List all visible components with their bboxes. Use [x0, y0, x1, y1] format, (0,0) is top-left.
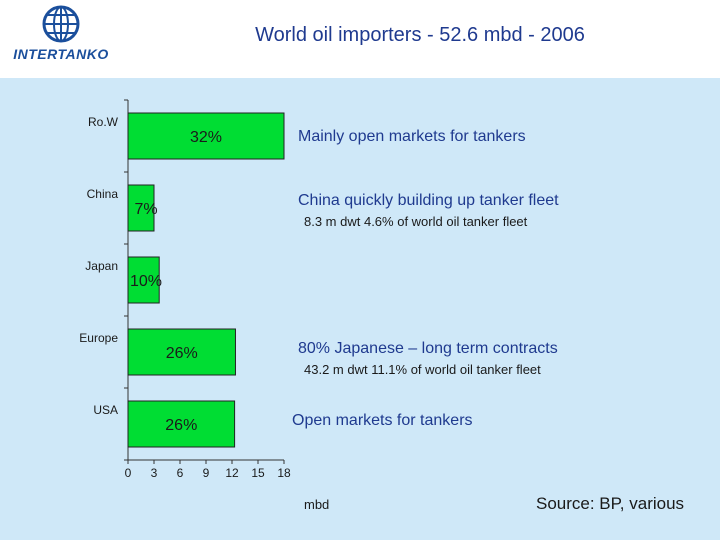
bar-value-label: 26%: [165, 417, 197, 434]
source-note: Source: BP, various: [536, 494, 685, 513]
bar-japan: [127, 256, 160, 304]
bar-europe: [127, 328, 236, 376]
annotation-usa: Open markets for tankers: [292, 412, 473, 429]
x-tick-label: 6: [177, 466, 184, 480]
y-tick-label: Europe: [79, 331, 118, 345]
x-tick-label: 12: [225, 466, 239, 480]
annotation-china-sub: 8.3 m dwt 4.6% of world oil tanker fleet: [304, 214, 528, 229]
annotation-china-main: China quickly building up tanker fleet: [298, 192, 559, 209]
bar-value-label: 7%: [134, 201, 157, 218]
y-tick-label: USA: [93, 403, 118, 417]
y-tick-label: Ro.W: [88, 115, 119, 129]
x-tick-label: 3: [151, 466, 158, 480]
bar-china: [127, 184, 155, 232]
annotation-japan-main: 80% Japanese – long term contracts: [298, 340, 558, 357]
y-tick-label: Japan: [85, 259, 118, 273]
bar-row: [127, 112, 285, 160]
y-tick-label: China: [87, 187, 119, 201]
annotation-row: Mainly open markets for tankers: [298, 128, 526, 145]
page-title: World oil importers - 52.6 mbd - 2006: [255, 24, 585, 46]
content-background: [0, 78, 720, 540]
bar-value-label: 26%: [166, 345, 198, 362]
bar-value-label: 32%: [190, 129, 222, 146]
bar-value-label: 10%: [130, 273, 162, 290]
annotation-japan-sub: 43.2 m dwt 11.1% of world oil tanker fle…: [304, 362, 541, 377]
globe-logo-icon: [42, 5, 80, 43]
bar-usa: [127, 400, 236, 448]
x-tick-label: 0: [125, 466, 132, 480]
x-tick-label: 18: [277, 466, 291, 480]
x-tick-label: 15: [251, 466, 265, 480]
logo-text: INTERTANKO: [13, 46, 109, 62]
x-axis-unit-label: mbd: [304, 497, 330, 512]
logo-panel: INTERTANKO: [0, 0, 122, 78]
x-tick-label: 9: [203, 466, 210, 480]
